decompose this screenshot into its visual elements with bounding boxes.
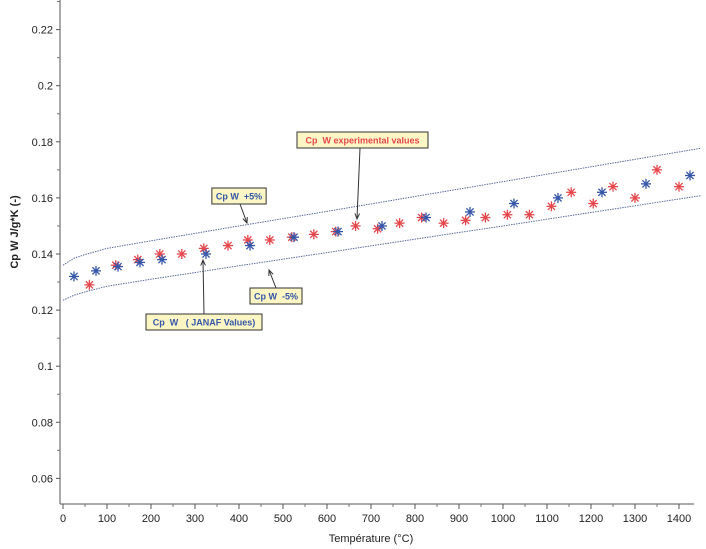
y-tick-label: 0.08: [32, 417, 53, 429]
annotation-label: Cp W -5%: [254, 292, 298, 302]
experimental-point: [394, 218, 405, 229]
x-tick-label: 1200: [579, 513, 603, 525]
janaf-point: [245, 240, 255, 251]
janaf-point: [553, 192, 563, 203]
experimental-point: [438, 218, 449, 229]
experimental-annotation: Cp W experimental values: [296, 131, 429, 221]
x-tick-label: 0: [60, 513, 66, 525]
annotation-label: Cp W +5%: [216, 192, 262, 202]
annotation-arrow: [356, 147, 361, 220]
experimental-point: [630, 192, 640, 203]
annotation-box: [296, 131, 429, 149]
experimental-point: [502, 209, 513, 220]
x-axis-title: Température (°C): [329, 533, 413, 545]
janaf-point: [135, 257, 145, 268]
x-tick-label: 900: [450, 513, 468, 525]
experimental-point: [176, 249, 187, 259]
janaf-point: [91, 265, 101, 276]
y-tick-label: 0.14: [32, 249, 53, 261]
experimental-point: [566, 187, 577, 198]
janaf-point: [157, 254, 167, 265]
y-ticks: 0.06 0.08 0.1 0.12 0.14 0.16 0.18 0.2 0.22: [32, 1, 60, 485]
janaf-point: [509, 198, 519, 209]
experimental-point: [652, 164, 662, 175]
experimental-point: [264, 234, 275, 245]
y-tick-label: 0.18: [32, 137, 53, 149]
janaf-point: [377, 220, 387, 231]
plus5-annotation: Cp W +5%: [211, 187, 267, 225]
x-tick-label: 300: [186, 513, 204, 525]
y-tick-label: 0.1: [38, 361, 53, 373]
y-tick-label: 0.22: [32, 25, 53, 37]
x-tick-label: 100: [98, 513, 116, 525]
janaf-point: [289, 232, 299, 243]
experimental-point: [84, 279, 95, 290]
experimental-point: [608, 181, 618, 192]
arrowhead-icon: [200, 258, 206, 266]
upper-band-line: [62, 147, 702, 266]
y-axis-title: Cp W J/g*K (-): [9, 195, 21, 269]
arrowhead-icon: [242, 216, 248, 225]
y-tick-label: 0.06: [32, 473, 53, 485]
annotations: Cp W experimental values Cp W +5% Cp W -5%…: [145, 131, 429, 331]
annotation-box: [211, 187, 267, 205]
annotation-arrow: [202, 259, 205, 315]
x-tick-label: 400: [230, 513, 248, 525]
x-tick-label: 1400: [667, 513, 691, 525]
experimental-point: [223, 240, 233, 251]
janaf-annotation: Cp W ( JANAF Values): [145, 258, 263, 331]
janaf-point: [685, 170, 695, 181]
x-tick-label: 1100: [535, 513, 559, 525]
janaf-point: [69, 271, 79, 282]
y-tick-label: 0.12: [32, 305, 53, 317]
annotation-arrow: [239, 203, 248, 224]
x-tick-label: 500: [274, 513, 292, 525]
experimental-point: [524, 209, 535, 220]
experimental-point: [546, 201, 557, 212]
x-tick-label: 1000: [491, 513, 515, 525]
janaf-point: [597, 187, 607, 198]
minus5-annotation: Cp W -5%: [249, 268, 303, 305]
arrowhead-icon: [268, 268, 274, 277]
janaf-point: [113, 261, 123, 272]
janaf-point: [421, 212, 431, 223]
experimental-point: [350, 220, 361, 231]
axes: [59, 0, 694, 505]
annotation-label: Cp W experimental values: [305, 136, 419, 146]
annotation-label: Cp W ( JANAF Values): [153, 318, 256, 328]
experimental-point: [480, 212, 491, 223]
experimental-point: [588, 198, 599, 209]
x-tick-label: 1300: [623, 513, 647, 525]
x-tick-label: 700: [362, 513, 380, 525]
y-tick-label: 0.2: [38, 81, 53, 93]
experimental-point: [308, 229, 319, 240]
y-tick-label: 0.16: [32, 193, 53, 205]
data-points: [69, 164, 695, 290]
janaf-point: [465, 206, 475, 217]
x-tick-label: 200: [142, 513, 160, 525]
annotation-box: [145, 313, 263, 331]
lower-band-line: [62, 195, 702, 301]
x-ticks: 0 100 200 300 400 500 600 700 800 900 1000 1100 1200…: [60, 504, 691, 525]
janaf-point: [333, 226, 343, 237]
x-tick-label: 600: [318, 513, 336, 525]
tolerance-bands: [62, 147, 702, 301]
experimental-point: [674, 181, 684, 192]
x-tick-label: 800: [406, 513, 424, 525]
janaf-point: [641, 178, 651, 189]
annotation-box: [249, 287, 303, 305]
experimental-point: [460, 215, 471, 226]
janaf-point: [201, 249, 211, 259]
annotation-arrow: [268, 269, 277, 289]
arrowhead-icon: [354, 213, 361, 221]
